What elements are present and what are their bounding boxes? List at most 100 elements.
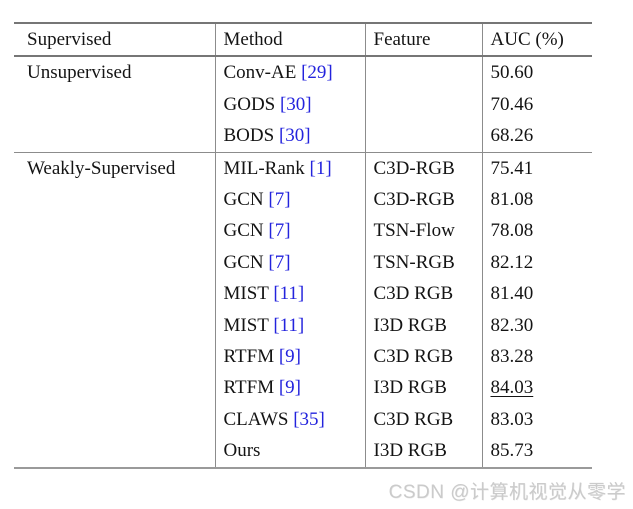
method-name: BODS: [223, 125, 275, 147]
method-name: GCN: [223, 251, 264, 273]
auc-value: 75.41: [490, 157, 534, 179]
feature-cell: [364, 120, 482, 153]
method-cell: GCN [7]: [214, 246, 365, 279]
table-row: GODS [30] 70.46: [14, 88, 592, 121]
citation-link[interactable]: [30]: [278, 125, 311, 147]
method-name: GCN: [223, 189, 264, 211]
table-row: MIST [11] I3D RGB 82.30: [14, 309, 592, 342]
method-cell: RTFM [9]: [214, 341, 365, 373]
method-name: MIST: [223, 314, 269, 336]
auc-cell: 81.40: [481, 278, 592, 310]
method-cell: GCN [7]: [214, 215, 365, 247]
auc-value: 70.46: [490, 93, 534, 115]
results-table: Supervised Method Feature AUC (%) Unsupe…: [14, 22, 592, 469]
column-header-supervised: Supervised: [14, 23, 215, 58]
auc-value: 81.40: [490, 283, 534, 305]
feature-cell: TSN-Flow: [364, 215, 482, 247]
table-row: Unsupervised Conv-AE [29] 50.60: [14, 56, 592, 89]
supervision-cell: Unsupervised: [27, 62, 132, 84]
column-header-method: Method: [214, 23, 365, 58]
auc-value: 84.03: [490, 377, 534, 399]
method-cell: MIST [11]: [214, 309, 365, 342]
auc-value: 82.30: [490, 314, 534, 336]
auc-cell: 85.73: [481, 435, 592, 468]
citation-link[interactable]: [7]: [268, 220, 291, 242]
citation-link[interactable]: [29]: [301, 62, 333, 84]
method-name: MIST: [223, 283, 269, 305]
method-cell: GCN [7]: [214, 184, 365, 216]
feature-cell: C3D RGB: [364, 278, 482, 310]
table-row: CLAWS [35] C3D RGB 83.03: [14, 403, 592, 436]
column-header-auc: AUC (%): [481, 23, 592, 58]
auc-cell: 84.03: [481, 372, 592, 404]
method-name: Conv-AE: [223, 62, 297, 84]
auc-cell: 78.08: [481, 215, 592, 247]
feature-cell: [364, 56, 482, 89]
citation-link[interactable]: [11]: [273, 283, 305, 305]
method-name: MIL-Rank: [223, 157, 305, 179]
method-cell: BODS [30]: [214, 120, 365, 153]
table-row: RTFM [9] I3D RGB 84.03: [14, 372, 592, 404]
feature-cell: C3D-RGB: [364, 184, 482, 216]
citation-link[interactable]: [7]: [268, 189, 291, 211]
feature-cell: C3D RGB: [364, 403, 482, 436]
auc-cell: 82.30: [481, 309, 592, 342]
table-row: MIST [11] C3D RGB 81.40: [14, 278, 592, 310]
method-cell: RTFM [9]: [214, 372, 365, 404]
auc-cell: 75.41: [481, 151, 592, 185]
auc-value: 81.08: [490, 189, 534, 211]
feature-cell: I3D RGB: [364, 309, 482, 342]
feature-cell: [364, 88, 482, 121]
method-name: Ours: [223, 440, 261, 462]
method-cell: GODS [30]: [214, 88, 365, 121]
auc-value: 50.60: [490, 62, 534, 84]
auc-value: 78.08: [490, 220, 534, 242]
method-cell: Ours: [214, 435, 365, 468]
method-name: GODS: [223, 93, 276, 115]
table-row: Weakly-Supervised MIL-Rank [1] C3D-RGB 75.4…: [14, 151, 592, 468]
auc-cell: 83.28: [481, 341, 592, 373]
table-row: BODS [30] 68.26: [14, 120, 592, 153]
auc-value: 85.73: [490, 440, 534, 462]
citation-link[interactable]: [9]: [278, 346, 302, 368]
table-body: Unsupervised Conv-AE [29] 50.60 GODS [30] 70…: [14, 56, 592, 468]
citation-link[interactable]: [1]: [309, 157, 332, 179]
feature-cell: C3D-RGB: [364, 151, 482, 185]
auc-cell: 81.08: [481, 184, 592, 216]
feature-cell: C3D RGB: [364, 341, 482, 373]
feature-cell: I3D RGB: [364, 372, 482, 404]
table-row: GCN [7] TSN-RGB 82.12: [14, 246, 592, 279]
method-name: GCN: [223, 220, 264, 242]
auc-value: 83.28: [490, 346, 534, 368]
auc-cell: 82.12: [481, 246, 592, 279]
auc-value: 68.26: [490, 125, 534, 147]
citation-link[interactable]: [9]: [278, 377, 302, 399]
citation-link[interactable]: [7]: [268, 251, 291, 273]
supervision-cell: Weakly-Supervised: [14, 151, 215, 468]
feature-cell: I3D RGB: [364, 435, 482, 468]
table-row: GCN [7] C3D-RGB 81.08: [14, 184, 592, 216]
table-row: GCN [7] TSN-Flow 78.08: [14, 215, 592, 247]
table-row: RTFM [9] C3D RGB 83.28: [14, 341, 592, 373]
header-row: Supervised Method Feature AUC (%): [14, 23, 592, 58]
table-row: Ours I3D RGB 85.73: [14, 435, 592, 468]
citation-link[interactable]: [11]: [273, 314, 305, 336]
method-name: CLAWS: [223, 408, 289, 430]
method-name: RTFM: [223, 377, 275, 399]
auc-cell: 70.46: [481, 88, 592, 121]
method-cell: MIL-Rank [1]: [214, 151, 365, 185]
csdn-watermark: CSDN @计算机视觉从零学: [388, 482, 626, 503]
auc-value: 82.12: [490, 251, 534, 273]
method-cell: Conv-AE [29]: [214, 56, 365, 89]
method-cell: CLAWS [35]: [214, 403, 365, 436]
auc-cell: 50.60: [481, 56, 592, 89]
auc-value: 83.03: [490, 408, 534, 430]
auc-cell: 68.26: [481, 120, 592, 153]
method-cell: MIST [11]: [214, 278, 365, 310]
citation-link[interactable]: [35]: [293, 408, 325, 430]
auc-cell: 83.03: [481, 403, 592, 436]
citation-link[interactable]: [30]: [279, 93, 312, 115]
column-header-feature: Feature: [364, 23, 482, 58]
feature-cell: TSN-RGB: [364, 246, 482, 279]
method-name: RTFM: [223, 346, 275, 368]
